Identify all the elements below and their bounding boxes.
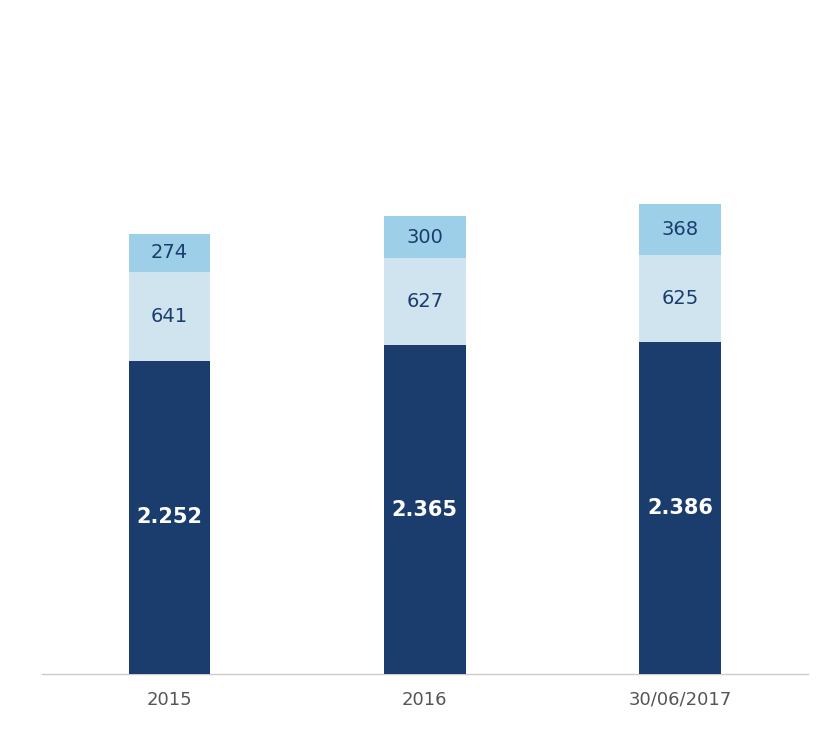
Bar <box>128 272 210 361</box>
Text: 627: 627 <box>407 292 443 311</box>
Bar <box>640 204 721 255</box>
Text: 300: 300 <box>407 228 443 246</box>
Bar <box>640 255 721 342</box>
Text: 2.386: 2.386 <box>647 498 713 518</box>
Bar <box>384 216 466 258</box>
Bar <box>384 258 466 345</box>
Bar <box>640 342 721 674</box>
Text: 368: 368 <box>661 220 699 239</box>
Text: 641: 641 <box>151 307 188 326</box>
Bar <box>128 234 210 272</box>
Bar <box>384 345 466 674</box>
Text: 625: 625 <box>661 289 699 309</box>
Text: 2.365: 2.365 <box>392 500 458 520</box>
Text: 274: 274 <box>151 243 188 262</box>
Bar <box>128 361 210 674</box>
Text: 2.252: 2.252 <box>137 508 202 527</box>
